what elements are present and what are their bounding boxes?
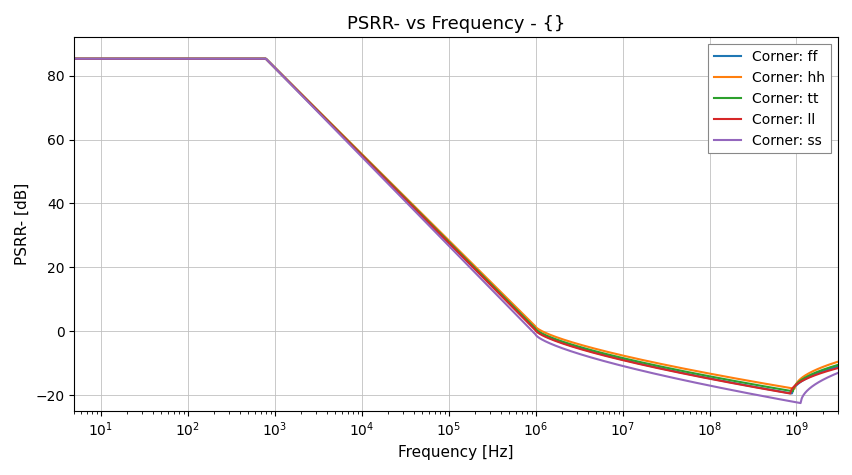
Corner: ll: (5.43e+04, 35): ll: (5.43e+04, 35) (420, 217, 430, 222)
Line: Corner: ll: Corner: ll (74, 59, 837, 393)
X-axis label: Frequency [Hz]: Frequency [Hz] (398, 445, 514, 460)
Corner: ss: (14, 85.3): ss: (14, 85.3) (108, 56, 118, 62)
Corner: ss: (1.67e+09, -16.5): ss: (1.67e+09, -16.5) (809, 381, 820, 387)
Corner: hh: (5.43e+04, 35.7): hh: (5.43e+04, 35.7) (420, 214, 430, 220)
Corner: hh: (4.08e+07, -11.2): hh: (4.08e+07, -11.2) (670, 364, 680, 370)
Corner: hh: (1.67e+09, -12.1): hh: (1.67e+09, -12.1) (809, 367, 820, 373)
Corner: tt: (4.08e+07, -12): tt: (4.08e+07, -12) (670, 367, 680, 372)
Line: Corner: ss: Corner: ss (74, 59, 837, 403)
Corner: tt: (9.27e+04, 28.9): tt: (9.27e+04, 28.9) (440, 236, 451, 242)
Corner: ff: (5, 85.3): ff: (5, 85.3) (69, 56, 79, 62)
Corner: ff: (14, 85.3): ff: (14, 85.3) (108, 56, 118, 62)
Corner: ll: (8.48e+08, -19.5): ll: (8.48e+08, -19.5) (784, 390, 794, 396)
Corner: tt: (1.69e+09, -12.9): tt: (1.69e+09, -12.9) (810, 370, 820, 375)
Corner: ff: (4.08e+07, -12.6): ff: (4.08e+07, -12.6) (670, 369, 680, 374)
Corner: ll: (4.08e+07, -12.7): ll: (4.08e+07, -12.7) (670, 369, 680, 375)
Corner: ff: (9.27e+04, 28.7): ff: (9.27e+04, 28.7) (440, 237, 451, 242)
Corner: tt: (1.67e+09, -12.9): tt: (1.67e+09, -12.9) (809, 370, 820, 375)
Line: Corner: hh: Corner: hh (74, 59, 837, 389)
Corner: ll: (5, 85.3): ll: (5, 85.3) (69, 56, 79, 62)
Corner: ss: (1.11e+09, -22.5): ss: (1.11e+09, -22.5) (795, 400, 805, 406)
Corner: ss: (4.08e+07, -14.8): ss: (4.08e+07, -14.8) (670, 376, 680, 381)
Corner: tt: (3e+09, -10.5): tt: (3e+09, -10.5) (832, 362, 842, 368)
Corner: ll: (14, 85.3): ll: (14, 85.3) (108, 56, 118, 62)
Corner: ss: (5.43e+04, 34.2): ss: (5.43e+04, 34.2) (420, 219, 430, 225)
Corner: tt: (14, 85.3): tt: (14, 85.3) (108, 56, 118, 62)
Corner: ss: (5, 85.3): ss: (5, 85.3) (69, 56, 79, 62)
Corner: ll: (1.67e+09, -13.7): ll: (1.67e+09, -13.7) (809, 372, 820, 378)
Corner: hh: (9.47e+08, -18): hh: (9.47e+08, -18) (788, 386, 798, 391)
Title: PSRR- vs Frequency - {}: PSRR- vs Frequency - {} (347, 15, 565, 33)
Y-axis label: PSRR- [dB]: PSRR- [dB] (15, 183, 30, 266)
Corner: hh: (3e+09, -9.52): hh: (3e+09, -9.52) (832, 359, 842, 364)
Corner: ll: (3e+09, -11.5): ll: (3e+09, -11.5) (832, 365, 842, 371)
Corner: hh: (5, 85.3): hh: (5, 85.3) (69, 56, 79, 62)
Corner: hh: (1.69e+09, -12): hh: (1.69e+09, -12) (810, 367, 820, 372)
Corner: tt: (5.43e+04, 35.3): tt: (5.43e+04, 35.3) (420, 216, 430, 221)
Corner: tt: (9.1e+08, -18.8): tt: (9.1e+08, -18.8) (787, 389, 797, 394)
Corner: ff: (3e+09, -11): ff: (3e+09, -11) (832, 364, 842, 370)
Corner: ll: (9.27e+04, 28.6): ll: (9.27e+04, 28.6) (440, 237, 451, 243)
Corner: ss: (3e+09, -13): ss: (3e+09, -13) (832, 370, 842, 376)
Line: Corner: tt: Corner: tt (74, 59, 837, 391)
Line: Corner: ff: Corner: ff (74, 59, 837, 393)
Corner: hh: (14, 85.3): hh: (14, 85.3) (108, 56, 118, 62)
Corner: ss: (1.69e+09, -16.4): ss: (1.69e+09, -16.4) (810, 381, 820, 387)
Corner: ss: (9.27e+04, 27.7): ss: (9.27e+04, 27.7) (440, 240, 451, 246)
Legend: Corner: ff, Corner: hh, Corner: tt, Corner: ll, Corner: ss: Corner: ff, Corner: hh, Corner: tt, Corn… (707, 44, 830, 153)
Corner: ff: (5.43e+04, 35.1): ff: (5.43e+04, 35.1) (420, 216, 430, 222)
Corner: ff: (1.67e+09, -13.4): ff: (1.67e+09, -13.4) (809, 371, 820, 377)
Corner: ll: (1.69e+09, -13.6): ll: (1.69e+09, -13.6) (810, 372, 820, 378)
Corner: hh: (9.27e+04, 29.4): hh: (9.27e+04, 29.4) (440, 235, 451, 240)
Corner: ff: (1.69e+09, -13.4): ff: (1.69e+09, -13.4) (810, 371, 820, 377)
Corner: tt: (5, 85.3): tt: (5, 85.3) (69, 56, 79, 62)
Corner: ff: (8.83e+08, -19.5): ff: (8.83e+08, -19.5) (786, 390, 796, 396)
